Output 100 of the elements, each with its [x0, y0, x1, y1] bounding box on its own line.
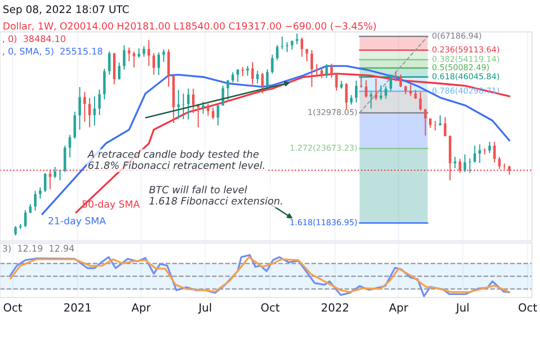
candlestick	[256, 70, 259, 84]
candlestick	[444, 116, 446, 137]
candlestick	[290, 40, 294, 50]
candlestick	[374, 78, 378, 101]
ref-line-label: 0(67186.94)	[432, 32, 482, 40]
candlestick	[64, 145, 66, 173]
candlestick	[132, 50, 136, 68]
ref-line-label: 0.5(50082.49)	[432, 64, 489, 72]
candlestick	[493, 141, 496, 163]
candlestick	[271, 54, 274, 74]
candlestick	[399, 74, 402, 88]
candlestick	[394, 72, 398, 82]
candlestick	[148, 40, 150, 67]
ref-line-label: 1(32978.05)	[308, 108, 357, 116]
x-tick-label: 2022	[322, 303, 348, 312]
ref-line-label: 1.618(11836.95)	[290, 219, 357, 226]
candlestick	[468, 158, 472, 174]
candlestick	[241, 66, 244, 77]
candlestick	[212, 107, 214, 120]
ref-line-label: 0.236(59113.64)	[432, 46, 499, 54]
candlestick	[315, 64, 318, 76]
candlestick	[345, 82, 348, 110]
candlestick	[306, 48, 308, 62]
candlestick	[419, 92, 422, 112]
candlestick	[458, 158, 462, 174]
text: 3) 12.19 12.94	[2, 244, 74, 253]
annotation: , 0, SMA, 5) 25515.18	[2, 48, 102, 56]
candlestick	[128, 46, 130, 62]
candlestick	[251, 61, 254, 86]
candlestick	[48, 168, 52, 190]
candlestick	[162, 48, 165, 62]
chart-title: Sep 08, 2022 18:07 UTC	[3, 5, 129, 16]
candlestick	[236, 68, 239, 83]
candlestick	[261, 72, 264, 94]
candlestick	[325, 64, 328, 79]
candlestick	[152, 52, 156, 76]
candlestick	[300, 37, 304, 58]
candlestick	[478, 144, 481, 164]
candlestick	[44, 172, 46, 192]
candlestick	[424, 108, 427, 136]
candlestick	[118, 62, 120, 80]
x-tick-label: Oct	[4, 303, 22, 312]
candlestick	[216, 104, 220, 126]
candlestick	[488, 141, 491, 154]
annotation: , 0) 38484.10	[2, 35, 66, 44]
candlestick	[83, 91, 86, 122]
candlestick	[335, 72, 338, 92]
candlestick	[473, 145, 476, 163]
candlestick	[354, 80, 358, 104]
x-tick-label: Apr	[389, 303, 408, 314]
candlestick	[296, 32, 298, 45]
candlestick	[276, 44, 279, 61]
candlestick	[206, 103, 210, 116]
candlestick	[222, 85, 224, 106]
x-tick-label: Jul	[455, 303, 468, 314]
annotation: BTC will fall to level 1.618 Fibonacci extension.	[149, 186, 282, 205]
candlestick	[29, 204, 32, 214]
candlestick	[68, 134, 72, 158]
x-tick-label: Apr	[132, 303, 151, 314]
candlestick	[310, 49, 314, 88]
candlestick	[280, 36, 284, 50]
candlestick	[34, 190, 37, 212]
candlestick	[122, 44, 126, 70]
candlestick	[508, 165, 511, 176]
candlestick	[74, 111, 76, 140]
candlestick	[380, 84, 382, 100]
candlestick	[246, 65, 249, 76]
series-label: 21-day SMA	[48, 216, 106, 226]
candlestick	[78, 86, 81, 130]
candlestick	[88, 97, 91, 128]
candlestick	[138, 48, 140, 58]
candlestick	[454, 156, 456, 169]
x-tick-label: Oct	[518, 303, 538, 312]
candlestick	[24, 209, 27, 228]
ref-line-label: 0.382(54119.14)	[432, 56, 499, 63]
candlestick	[103, 68, 106, 100]
candlestick	[350, 94, 353, 106]
candlestick	[38, 186, 42, 200]
candlestick	[98, 89, 101, 116]
chart-subtitle: Dollar, 1W, O20014.00 H20181.00 L18540.00 C19317.00 −690.00 (−3.45%)	[4, 22, 376, 31]
candlestick	[202, 101, 204, 114]
annotation: A retraced candle body tested the 61.8% Fibonacci retracement level.	[87, 150, 264, 170]
ref-line-label: 0.618(46045.84)	[432, 73, 499, 80]
candlestick	[182, 92, 185, 120]
candlestick	[320, 66, 323, 79]
candlestick	[266, 68, 269, 91]
candlestick	[498, 156, 501, 170]
candlestick	[192, 88, 195, 114]
candlestick	[390, 74, 392, 92]
candlestick	[409, 84, 412, 96]
x-tick-label: Jul	[198, 303, 211, 314]
candlestick	[464, 154, 466, 173]
ref-line-label: 1.272(23673.23)	[290, 144, 357, 152]
candlestick	[108, 50, 111, 76]
candlestick	[370, 92, 372, 110]
candlestick	[157, 52, 160, 76]
candlestick	[232, 72, 234, 83]
candlestick	[384, 86, 388, 100]
x-tick-label: 2021	[64, 303, 91, 312]
candlestick	[14, 226, 17, 236]
